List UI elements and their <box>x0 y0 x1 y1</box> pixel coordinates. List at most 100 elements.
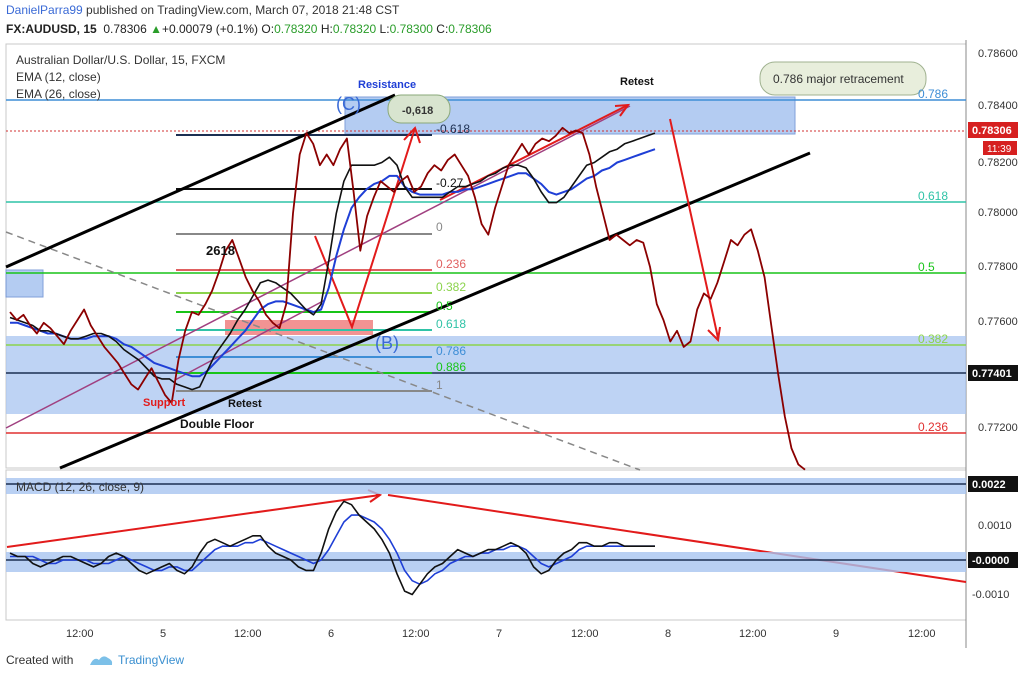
author-link[interactable]: DanielParra99 <box>6 3 83 17</box>
label-fib-0886: 0.886 <box>436 360 466 374</box>
label-right-0618: 0.618 <box>918 189 948 203</box>
x-tick-11: 12:00 <box>908 628 936 640</box>
label-double-floor: Double Floor <box>180 417 254 431</box>
label-right-0236: 0.236 <box>918 420 948 434</box>
ohlc-l-label: L: <box>379 22 390 36</box>
created-with-text: Created with <box>6 653 74 667</box>
macd-signal-line <box>10 514 655 585</box>
macd-tick-0010: 0.0010 <box>978 520 1012 532</box>
y-tick-078200: 0.78200 <box>978 157 1018 169</box>
price-line-group <box>9 126 806 471</box>
ohlc-h-value: 0.78320 <box>332 22 377 36</box>
ohlc-l-value: 0.78300 <box>389 22 433 36</box>
tradingview-logo-icon[interactable] <box>88 652 114 668</box>
countdown-text: 11:39 <box>987 144 1012 155</box>
y-tick-077600: 0.77600 <box>978 316 1018 328</box>
symbol-line: FX:AUDUSD, 15 0.78306 ▲+0.00079 (+0.1%) … <box>6 22 492 36</box>
label-2618: 2618 <box>206 243 235 258</box>
label-retest-bottom: Retest <box>228 398 262 410</box>
label-neg027: -0.27 <box>436 176 464 190</box>
x-tick-5: 12:00 <box>402 628 430 640</box>
label-support: Support <box>143 397 185 409</box>
ohlc-o-value: 0.78320 <box>274 22 318 36</box>
macd-badge-0022 <box>968 476 1018 492</box>
label-fib-1: 1 <box>436 378 443 392</box>
purple-trendline <box>5 105 631 429</box>
macd-badge-zero <box>968 552 1018 568</box>
purple-trendline-2 <box>174 299 326 381</box>
callout-0786 <box>759 61 927 96</box>
y-axis[interactable]: 0.78600 0.78400 0.78200 0.78000 0.77800 … <box>978 48 1018 434</box>
ema12-line-group <box>9 132 656 391</box>
y-tick-077800: 0.77800 <box>978 261 1018 273</box>
x-tick-4: 6 <box>328 628 334 640</box>
legend-macd: MACD (12, 26, close, 9) <box>16 480 144 494</box>
support-zone <box>6 336 966 414</box>
x-tick-9: 12:00 <box>739 628 767 640</box>
macd-tick-zero: -0.0000 <box>972 555 1009 567</box>
price-line <box>9 126 806 471</box>
label-resistance: Resistance <box>358 79 416 91</box>
macd-zero-band <box>6 552 966 572</box>
ema26-line <box>10 148 656 378</box>
label-fib-0618: 0.618 <box>436 317 466 331</box>
macd-top-band <box>6 478 966 494</box>
channel-lower <box>59 151 811 470</box>
legend-ema26: EMA (26, close) <box>16 87 101 101</box>
legend-ema12: EMA (12, close) <box>16 70 101 84</box>
ohlc-o-label: O: <box>261 22 275 36</box>
label-retest-top: Retest <box>620 76 654 88</box>
published-text: published on TradingView.com, March 07, … <box>82 3 400 17</box>
double-floor-zone <box>225 320 373 335</box>
label-right-0382: 0.382 <box>918 332 948 346</box>
tradingview-link[interactable]: TradingView <box>118 653 185 667</box>
ohlc-h-label: H: <box>320 22 333 36</box>
macd-line <box>9 500 655 596</box>
last-price-badge-text: 0.78306 <box>972 125 1012 137</box>
last-price-badge <box>968 122 1018 138</box>
y-tick-078400: 0.78400 <box>978 100 1018 112</box>
y-tick-077200: 0.77200 <box>978 422 1018 434</box>
x-tick-3: 12:00 <box>234 628 262 640</box>
level-badge <box>968 365 1018 381</box>
price-value: 0.78306 <box>103 22 147 36</box>
label-neg618-bubble: -0,618 <box>402 105 433 117</box>
countdown-badge <box>983 141 1017 155</box>
ema12-line <box>9 132 656 391</box>
y-tick-078000: 0.78000 <box>978 207 1018 219</box>
ohlc-c-value: 0.78306 <box>448 22 492 36</box>
level-badge-text: 0.77401 <box>972 368 1012 380</box>
macd-lines <box>9 500 655 596</box>
price-chart[interactable]: Australian Dollar/U.S. Dollar, 15, FXCM … <box>0 40 1024 648</box>
x-tick-6: 7 <box>496 628 502 640</box>
label-neg0618: -0.618 <box>436 122 470 136</box>
dashed-trendline <box>5 231 641 471</box>
footer: Created with TradingView <box>0 648 1024 677</box>
x-tick-7: 12:00 <box>571 628 599 640</box>
legend-title: Australian Dollar/U.S. Dollar, 15, FXCM <box>16 53 225 67</box>
macd-tick-0022: 0.0022 <box>972 479 1006 491</box>
label-fib-0786: 0.786 <box>436 344 466 358</box>
label-right-0786: 0.786 <box>918 87 948 101</box>
publish-line: DanielParra99 published on TradingView.c… <box>6 3 399 17</box>
x-tick-2: 5 <box>160 628 166 640</box>
macd-tick-neg0010: -0.0010 <box>972 589 1009 601</box>
change-value: +0.00079 (+0.1%) <box>161 22 259 36</box>
label-wave-b: (B) <box>375 333 399 353</box>
x-tick-10: 9 <box>833 628 839 640</box>
change-up-icon: ▲ <box>150 22 162 36</box>
label-fib-05: 0.5 <box>436 299 453 313</box>
ema26-line-group <box>10 148 656 378</box>
label-fib-0382: 0.382 <box>436 280 466 294</box>
x-tick-1: 12:00 <box>66 628 94 640</box>
left-zone <box>5 269 44 298</box>
callout-618-bubble <box>387 94 451 124</box>
label-fib-0236: 0.236 <box>436 257 466 271</box>
channel-upper <box>5 93 396 269</box>
label-wave-c: (C) <box>336 94 361 114</box>
label-callout: 0.786 major retracement <box>773 72 904 86</box>
x-axis[interactable]: 12:00 5 12:00 6 12:00 7 12:00 8 12:00 9 … <box>66 628 936 640</box>
label-right-05: 0.5 <box>918 260 935 274</box>
chart-header: DanielParra99 published on TradingView.c… <box>0 0 1024 40</box>
y-tick-078600: 0.78600 <box>978 48 1018 60</box>
